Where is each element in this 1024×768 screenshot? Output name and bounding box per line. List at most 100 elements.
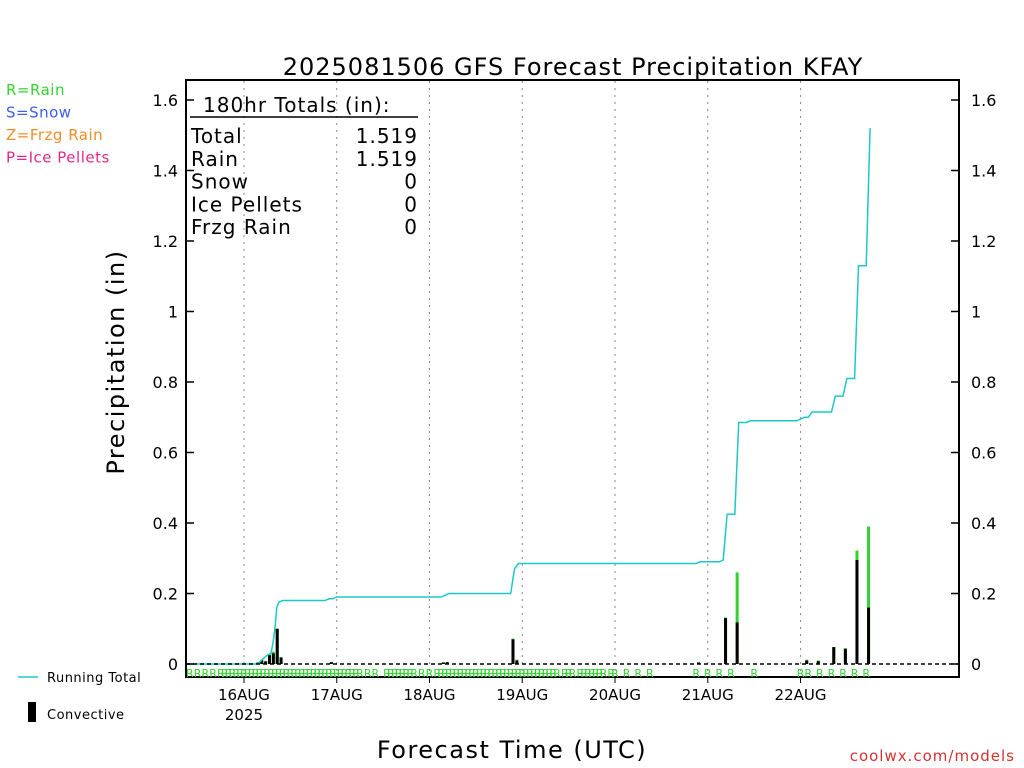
rain-marker-50: R — [410, 667, 418, 680]
convective-bar-7 — [329, 662, 333, 664]
rain-marker-49: R — [406, 667, 414, 680]
rain-marker-65: R — [480, 667, 488, 680]
y-tick-label-right-5: 1 — [971, 303, 981, 322]
convective-legend-swatch — [28, 702, 36, 722]
totals-label-3: Ice Pellets — [191, 192, 303, 216]
y-axis-left: 0 0.2 0.4 0.6 0.8 1 1.2 1.4 1.6 — [153, 91, 194, 674]
rain-marker-95: R — [607, 667, 615, 680]
rain-marker-32: R — [325, 667, 333, 680]
rain-marker-52: R — [426, 667, 434, 680]
convective-bar-13 — [724, 618, 728, 664]
rain-marker-42: R — [372, 667, 380, 680]
y-tick-label-right-1: 0.2 — [971, 585, 996, 604]
y-tick-label-right-2: 0.4 — [971, 514, 996, 533]
running-total-series — [186, 128, 871, 665]
convective-bar-8 — [441, 662, 445, 664]
y-tick-label-right-7: 1.4 — [971, 162, 996, 181]
rain-marker-24: R — [294, 667, 302, 680]
rain-marker-27: R — [306, 667, 314, 680]
rain-marker-108: R — [828, 667, 836, 680]
totals-label-2: Snow — [191, 170, 249, 194]
convective-bar-3 — [267, 655, 271, 664]
totals-value-3: 0 — [404, 192, 418, 216]
rain-marker-93: R — [596, 667, 604, 680]
rain-marker-46: R — [395, 667, 403, 680]
rain-marker-56: R — [445, 667, 453, 680]
x-tick-sublabel-0: 2025 — [225, 706, 263, 724]
running-total-legend-label: Running Total — [47, 671, 141, 686]
site-credit[interactable]: coolwx.com/models — [850, 747, 1015, 765]
x-tick-label-5: 21AUG — [682, 686, 734, 704]
rain-marker-43: R — [383, 667, 391, 680]
rain-marker-54: R — [437, 667, 445, 680]
rain-marker-55: R — [441, 667, 449, 680]
rain-marker-7: R — [229, 667, 237, 680]
rain-marker-45: R — [391, 667, 399, 680]
y-tick-label-left-0: 0 — [168, 655, 178, 674]
totals-label-0: Total — [190, 124, 243, 148]
rain-marker-102: R — [716, 667, 724, 680]
chart-title: 2025081506 GFS Forecast Precipitation KF… — [283, 53, 864, 81]
rain-marker-21: R — [283, 667, 291, 680]
rain-marker-94: R — [600, 667, 608, 680]
y-tick-label-left-6: 1.2 — [153, 232, 178, 251]
rain-marker-68: R — [491, 667, 499, 680]
rain-marker-111: R — [862, 667, 870, 680]
rain-marker-82: R — [545, 667, 553, 680]
rain-marker-23: R — [290, 667, 298, 680]
rain-marker-28: R — [310, 667, 318, 680]
rain-marker-75: R — [518, 667, 526, 680]
rain-markers: R R R R RRRRRRRRRRRRRRRRRRRRRRRRRRRRRRRRRRRR… — [186, 667, 870, 680]
rain-marker-31: R — [321, 667, 329, 680]
convective-bar-14 — [735, 622, 739, 664]
plot-frame — [185, 79, 960, 678]
precip-bar-14 — [735, 572, 739, 664]
x-tick-label-3: 19AUG — [496, 686, 548, 704]
rain-marker-107: R — [816, 667, 824, 680]
rain-marker-83: R — [549, 667, 557, 680]
x-tick-label-2: 18AUG — [404, 686, 456, 704]
rain-marker-34: R — [333, 667, 341, 680]
rain-marker-103: R — [727, 667, 735, 680]
rain-marker-39: R — [352, 667, 360, 680]
rain-marker-66: R — [484, 667, 492, 680]
rain-marker-53: R — [433, 667, 441, 680]
convective-bar-6 — [279, 657, 283, 664]
totals-value-4: 0 — [404, 215, 418, 239]
rain-marker-5: R — [221, 667, 229, 680]
rain-marker-101: R — [704, 667, 712, 680]
x-tick-label-6: 22AUG — [775, 686, 827, 704]
rain-marker-44: R — [387, 667, 395, 680]
rain-marker-26: R — [302, 667, 310, 680]
rain-marker-20: R — [279, 667, 287, 680]
rain-marker-19: R — [275, 667, 283, 680]
y-tick-label-left-5: 1 — [168, 303, 178, 322]
x-axis: 16AUG 2025 17AUG 18AUG 19AUG 20AUG 21AUG 22AUG — [218, 677, 827, 724]
totals-header: 180hr Totals (in): — [203, 93, 391, 117]
y-tick-label-left-1: 0.2 — [153, 585, 178, 604]
rain-marker-80: R — [538, 667, 546, 680]
convective-bar-5 — [275, 628, 279, 664]
x-tick-label-0: 16AUG — [218, 686, 270, 704]
rain-marker-57: R — [449, 667, 457, 680]
rain-marker-110: R — [851, 667, 859, 680]
convective-bar-18 — [843, 648, 847, 664]
precip-bar-20 — [867, 526, 871, 664]
rain-marker-69: R — [495, 667, 503, 680]
convective-bar-1 — [260, 660, 264, 664]
convective-bar-19 — [855, 560, 859, 664]
precip-bars — [256, 526, 871, 664]
rain-marker-85: R — [561, 667, 569, 680]
y-tick-label-left-3: 0.6 — [153, 444, 178, 463]
rain-marker-92: R — [592, 667, 600, 680]
rain-marker-78: R — [530, 667, 538, 680]
rain-marker-84: R — [553, 667, 561, 680]
rain-marker-77: R — [526, 667, 534, 680]
totals-label-4: Frzg Rain — [191, 215, 292, 239]
rain-marker-106: R — [804, 667, 812, 680]
convective-bar-11 — [515, 660, 519, 664]
convective-bar-20 — [867, 607, 871, 664]
rain-marker-90: R — [584, 667, 592, 680]
convective-bar-17 — [832, 647, 836, 664]
rain-marker-37: R — [345, 667, 353, 680]
